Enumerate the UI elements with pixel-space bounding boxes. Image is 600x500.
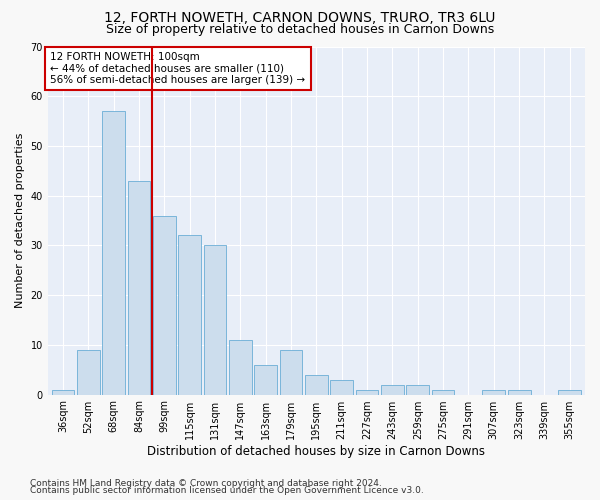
Bar <box>406 384 429 394</box>
Bar <box>77 350 100 395</box>
Text: Contains public sector information licensed under the Open Government Licence v3: Contains public sector information licen… <box>30 486 424 495</box>
Bar <box>52 390 74 394</box>
Text: 12 FORTH NOWETH: 100sqm
← 44% of detached houses are smaller (110)
56% of semi-d: 12 FORTH NOWETH: 100sqm ← 44% of detache… <box>50 52 305 85</box>
Bar <box>254 364 277 394</box>
Text: Size of property relative to detached houses in Carnon Downs: Size of property relative to detached ho… <box>106 22 494 36</box>
Bar <box>178 236 201 394</box>
Bar <box>356 390 379 394</box>
Bar <box>331 380 353 394</box>
Bar <box>559 390 581 394</box>
Bar <box>431 390 454 394</box>
Bar <box>305 374 328 394</box>
Bar <box>153 216 176 394</box>
Text: Contains HM Land Registry data © Crown copyright and database right 2024.: Contains HM Land Registry data © Crown c… <box>30 478 382 488</box>
Bar <box>280 350 302 395</box>
Bar <box>508 390 530 394</box>
Y-axis label: Number of detached properties: Number of detached properties <box>15 133 25 308</box>
Bar <box>203 246 226 394</box>
Bar <box>128 181 151 394</box>
X-axis label: Distribution of detached houses by size in Carnon Downs: Distribution of detached houses by size … <box>148 444 485 458</box>
Bar <box>102 111 125 395</box>
Bar <box>229 340 252 394</box>
Bar <box>482 390 505 394</box>
Bar <box>381 384 404 394</box>
Text: 12, FORTH NOWETH, CARNON DOWNS, TRURO, TR3 6LU: 12, FORTH NOWETH, CARNON DOWNS, TRURO, T… <box>104 11 496 25</box>
